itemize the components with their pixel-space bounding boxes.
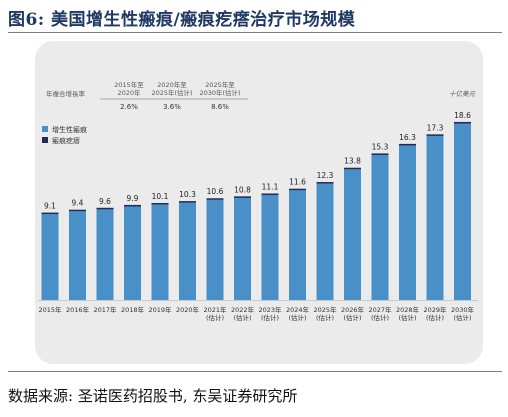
x-tick-label-9-note: (估计) [261,313,279,322]
bar-keloid-6 [179,201,196,203]
x-tick-label-7: 2021年 [203,305,227,314]
data-label-15: 17.3 [427,123,444,132]
x-tick-label-8-note: (估计) [233,313,251,322]
bar-keloid-1 [41,212,59,215]
source-rule [8,371,502,372]
bar-hypertrophic-scar-16 [454,123,471,301]
market-size-chart: 年複合增長率2015年至2020年2020年至2025年(估计)2025年至20… [38,80,478,322]
data-label-10: 11.6 [289,178,306,187]
x-tick-label-14-note: (估计) [398,313,416,322]
data-label-11: 12.3 [317,171,334,180]
x-tick-label-16-note: (估计) [453,313,471,322]
cagr-value-2: 3.6% [163,103,181,111]
bar-keloid-7 [206,198,224,200]
x-tick-label-1: 2015年 [38,305,62,314]
data-label-16: 18.6 [454,111,471,120]
data-label-9: 11.1 [262,182,279,191]
bar-keloid-8 [234,196,251,198]
data-label-12: 13.8 [344,157,361,166]
cagr-period-2-line-1: 2020年至 [157,80,187,89]
data-label-13: 15.3 [372,142,389,151]
bar-keloid-13 [371,153,389,156]
bar-hypertrophic-scar-6 [179,202,196,300]
data-label-14: 16.3 [399,133,416,142]
bar-keloid-14 [399,143,416,146]
figure-title: 图6: 美国增生性瘢痕/瘢痕疙瘩治疗市场规模 [8,10,356,30]
bar-hypertrophic-scar-14 [399,145,416,300]
cagr-period-1-line-2: 2020年 [117,88,141,97]
bar-hypertrophic-scar-1 [41,214,59,300]
data-source-note: 数据来源: 圣诺医药招股书, 东吴证券研究所 [8,387,298,405]
bar-hypertrophic-scar-2 [69,211,86,300]
x-tick-label-10: 2024年 [286,305,310,314]
x-tick-label-15: 2029年 [423,305,447,314]
bar-hypertrophic-scar-13 [371,155,389,300]
x-tick-label-2: 2016年 [66,305,90,314]
cagr-period-1-line-1: 2015年至 [114,80,144,89]
data-label-8: 10.8 [234,185,251,194]
legend-label-2: 瘢痕疙瘩 [52,136,80,145]
cagr-label: 年複合增長率 [46,89,86,98]
bar-hypertrophic-scar-5 [151,204,169,300]
bar-keloid-5 [151,203,169,205]
x-tick-label-3: 2017年 [93,305,117,314]
data-label-6: 10.3 [179,190,196,199]
x-tick-label-11: 2025年 [313,305,337,314]
bar-hypertrophic-scar-11 [316,183,334,300]
title-rule [8,32,502,33]
bar-keloid-4 [124,204,141,207]
bar-hypertrophic-scar-12 [344,169,361,300]
data-label-2: 9.4 [72,199,84,208]
bar-keloid-15 [426,134,444,136]
bar-hypertrophic-scar-9 [261,195,279,300]
data-label-5: 10.1 [152,192,169,201]
x-tick-label-13: 2027年 [368,305,392,314]
bar-keloid-11 [316,182,334,184]
x-tick-label-9: 2023年 [258,305,282,314]
data-label-4: 9.9 [127,194,139,203]
x-tick-label-12: 2026年 [341,305,365,314]
data-label-7: 10.6 [207,187,224,196]
x-tick-label-11-note: (估计) [316,313,334,322]
bar-keloid-3 [96,207,114,210]
x-tick-label-12-note: (估计) [343,313,361,322]
bar-keloid-9 [261,193,279,196]
x-tick-label-10-note: (估计) [288,313,306,322]
x-tick-label-6: 2020年 [176,305,200,314]
bar-hypertrophic-scar-4 [124,206,141,300]
x-tick-label-13-note: (估计) [371,313,389,322]
bar-hypertrophic-scar-10 [289,190,306,300]
x-tick-label-8: 2022年 [231,305,255,314]
cagr-value-3: 8.6% [211,103,229,111]
legend-swatch-2 [42,137,48,143]
bar-keloid-10 [289,188,306,191]
x-tick-label-4: 2018年 [121,305,145,314]
x-tick-label-5: 2019年 [148,305,172,314]
x-tick-label-16: 2030年 [451,305,475,314]
cagr-period-2-line-2: 2025年(估计) [151,88,192,97]
bar-hypertrophic-scar-15 [426,135,444,300]
legend-swatch-1 [42,126,48,132]
bar-hypertrophic-scar-3 [96,209,114,300]
cagr-period-3-line-2: 2030年(估计) [199,88,240,97]
x-tick-label-14: 2028年 [396,305,420,314]
data-label-1: 9.1 [44,202,56,211]
x-tick-label-7-note: (估计) [206,313,224,322]
bar-hypertrophic-scar-8 [234,197,251,300]
bar-keloid-2 [69,209,86,212]
data-label-3: 9.6 [99,197,111,206]
cagr-period-3-line-1: 2025年至 [205,80,235,89]
legend-label-1: 增生性瘢痕 [52,125,87,134]
bar-keloid-16 [454,121,471,124]
cagr-value-1: 2.6% [120,103,138,111]
bar-hypertrophic-scar-7 [206,199,224,300]
x-tick-label-15-note: (估计) [426,313,444,322]
unit-label: 十亿美元 [449,90,476,98]
bar-keloid-12 [344,167,361,170]
